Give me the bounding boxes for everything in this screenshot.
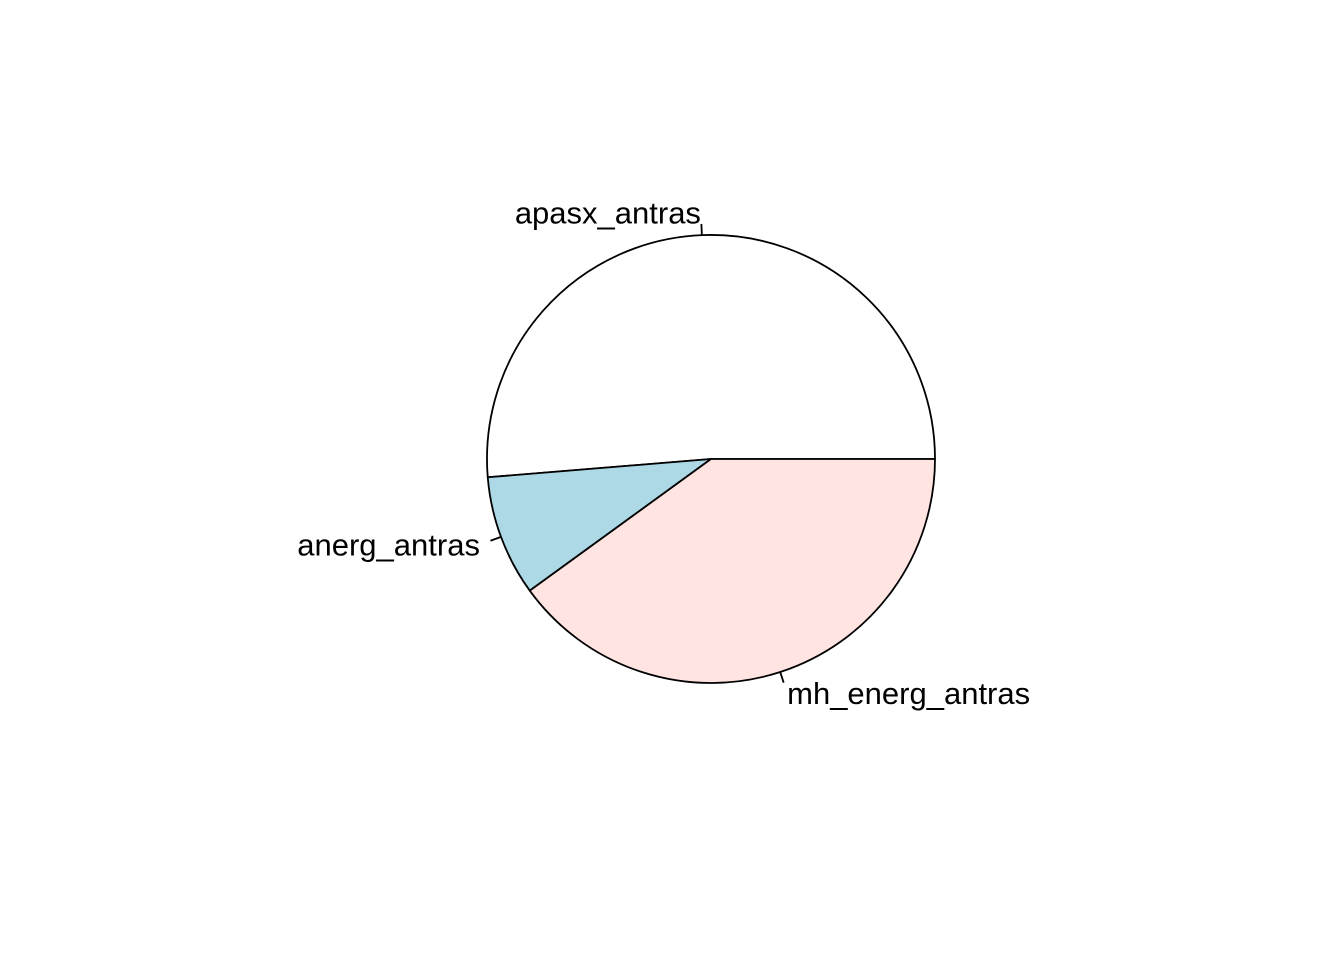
pie-slice-mh_energ_antras [528, 458, 936, 684]
pie-slice-apasx_antras [486, 234, 936, 479]
label-tick-anerg_antras [490, 536, 502, 542]
slice-label-anerg_antras: anerg_antras [297, 528, 480, 563]
slice-label-mh_energ_antras: mh_energ_antras [787, 676, 1030, 711]
slice-label-apasx_antras: apasx_antras [515, 196, 701, 231]
label-tick-mh_energ_antras [779, 671, 785, 683]
